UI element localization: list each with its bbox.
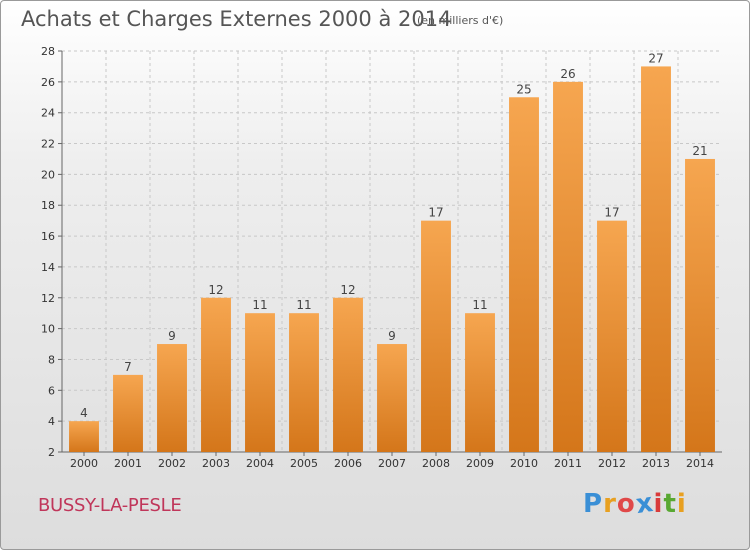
value-label: 4 xyxy=(80,406,88,420)
x-tick-label: 2004 xyxy=(246,457,274,470)
bars xyxy=(69,66,715,453)
bar xyxy=(641,66,671,452)
value-label: 9 xyxy=(168,329,176,343)
value-label: 7 xyxy=(124,360,132,374)
bar xyxy=(509,97,539,453)
value-label: 27 xyxy=(648,51,663,65)
y-tick-label: 18 xyxy=(41,199,55,212)
x-tick-label: 2013 xyxy=(642,457,670,470)
bar xyxy=(157,344,187,452)
bar xyxy=(113,374,143,452)
labels: 2468101214161820222426282000420017200292… xyxy=(41,45,714,470)
value-label: 11 xyxy=(296,298,311,312)
x-tick-label: 2001 xyxy=(114,457,142,470)
y-tick-label: 20 xyxy=(41,168,55,181)
bar xyxy=(465,313,495,452)
commune-name: BUSSY-LA-PESLE xyxy=(38,495,182,516)
bar xyxy=(333,297,363,452)
chart-subtitle: (en milliers d'€) xyxy=(417,14,504,27)
value-label: 11 xyxy=(252,298,267,312)
y-tick-label: 8 xyxy=(48,353,55,366)
x-tick-label: 2007 xyxy=(378,457,406,470)
logo-letter: i xyxy=(653,489,664,519)
logo-letter: x xyxy=(633,487,656,521)
x-tick-label: 2000 xyxy=(70,457,98,470)
x-tick-label: 2011 xyxy=(554,457,582,470)
value-label: 12 xyxy=(340,283,355,297)
x-tick-label: 2003 xyxy=(202,457,230,470)
y-tick-label: 22 xyxy=(41,138,55,151)
bar xyxy=(597,220,627,452)
y-tick-label: 2 xyxy=(48,446,55,459)
chart-title: Achats et Charges Externes 2000 à 2014 xyxy=(21,7,452,31)
value-label: 11 xyxy=(472,298,487,312)
bar xyxy=(201,297,231,452)
y-tick-label: 26 xyxy=(41,76,55,89)
bar xyxy=(289,313,319,452)
x-tick-label: 2014 xyxy=(686,457,714,470)
y-tick-label: 4 xyxy=(48,415,55,428)
value-label: 9 xyxy=(388,329,396,343)
bar xyxy=(69,421,99,452)
y-tick-label: 28 xyxy=(41,45,55,58)
bar xyxy=(685,158,715,452)
logo-letter: t xyxy=(663,489,677,519)
logo-letter: i xyxy=(676,489,687,519)
value-label: 12 xyxy=(208,283,223,297)
bar xyxy=(377,344,407,452)
y-tick-label: 12 xyxy=(41,292,55,305)
bar xyxy=(421,220,451,452)
x-tick-label: 2005 xyxy=(290,457,318,470)
x-tick-label: 2002 xyxy=(158,457,186,470)
x-tick-label: 2012 xyxy=(598,457,626,470)
proxiti-logo: Proxiti xyxy=(583,487,687,521)
value-label: 17 xyxy=(428,206,443,220)
value-label: 26 xyxy=(560,67,575,81)
y-tick-label: 24 xyxy=(41,107,55,120)
value-label: 17 xyxy=(604,206,619,220)
value-label: 21 xyxy=(692,144,707,158)
y-tick-label: 16 xyxy=(41,230,55,243)
x-tick-label: 2006 xyxy=(334,457,362,470)
logo-letter: r xyxy=(603,489,617,519)
y-tick-label: 6 xyxy=(48,384,55,397)
logo-letter: o xyxy=(616,489,636,519)
y-tick-label: 14 xyxy=(41,261,55,274)
bar xyxy=(245,313,275,452)
x-tick-label: 2009 xyxy=(466,457,494,470)
logo-letter: P xyxy=(583,489,604,519)
value-label: 25 xyxy=(516,82,531,96)
x-tick-label: 2010 xyxy=(510,457,538,470)
y-tick-label: 10 xyxy=(41,323,55,336)
x-tick-label: 2008 xyxy=(422,457,450,470)
bar xyxy=(553,81,583,452)
